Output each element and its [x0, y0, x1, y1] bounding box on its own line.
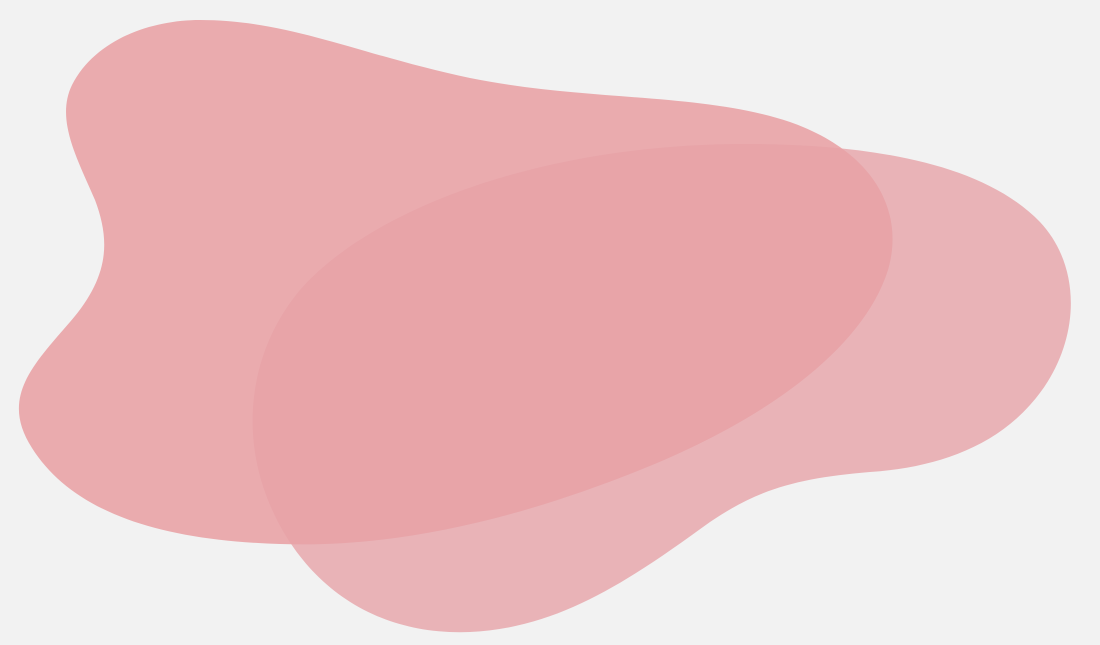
- right-blob-shape: [252, 144, 1071, 633]
